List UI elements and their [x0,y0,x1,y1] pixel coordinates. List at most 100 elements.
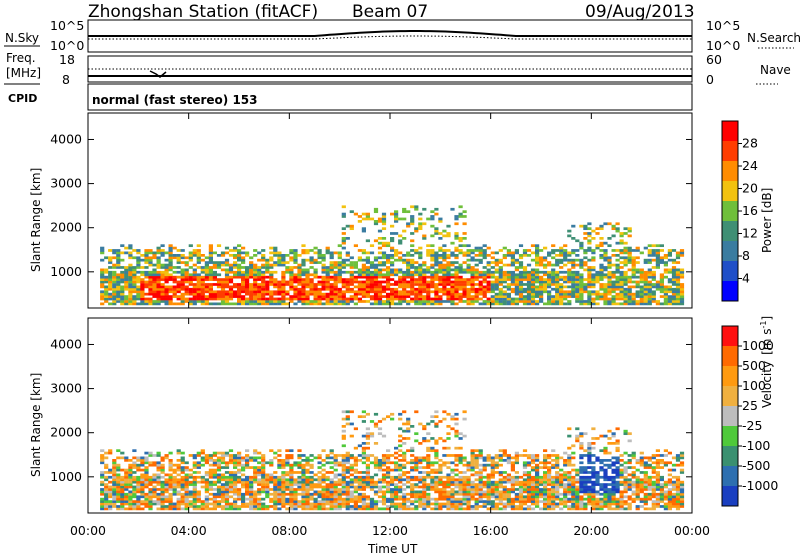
range-gate-cell [482,249,487,252]
range-gate-cell [446,256,451,260]
range-gate-cell [398,449,403,453]
range-gate-cell [671,300,677,303]
range-gate-cell [164,266,169,269]
range-gate-cell [599,273,604,277]
range-gate-cell [345,471,350,474]
range-gate-cell [470,283,475,286]
range-gate-cell [176,466,181,469]
range-gate-cell [261,263,266,267]
range-gate-cell [301,485,306,489]
range-gate-cell [381,215,387,218]
range-gate-cell [253,497,258,501]
range-gate-cell [301,475,306,479]
range-gate-cell [390,488,395,491]
range-gate-cell [478,490,483,494]
range-gate-cell [196,461,201,465]
range-gate-cell [160,459,165,462]
range-gate-cell [494,280,499,284]
range-gate-cell [583,492,588,496]
range-gate-cell [257,270,262,274]
range-gate-cell [543,256,548,260]
range-gate-cell [373,466,379,469]
range-gate-cell [233,254,238,257]
range-gate-cell [228,485,234,489]
range-gate-cell [349,480,354,484]
range-gate-cell [526,302,532,306]
range-gate-cell [522,473,528,477]
range-gate-cell [671,302,677,306]
range-gate-cell [390,490,395,494]
range-gate-cell [547,475,552,479]
range-gate-cell [333,454,338,457]
range-gate-cell [539,283,544,286]
range-gate-cell [301,285,306,289]
range-gate-cell [204,507,209,511]
range-gate-cell [341,292,346,296]
range-gate-cell [462,417,467,421]
range-gate-cell [543,280,548,284]
range-gate-cell [377,290,383,294]
range-gate-cell [265,490,270,494]
range-gate-cell [136,500,141,503]
range-gate-cell [603,249,608,252]
freq-tick-bottom: 8 [62,72,70,87]
range-gate-cell [474,478,479,482]
range-gate-cell [184,461,189,465]
range-gate-cell [305,468,310,472]
range-gate-cell [458,480,463,484]
range-gate-cell [377,300,383,303]
range-gate-cell [305,456,310,460]
range-gate-cell [196,495,201,499]
range-gate-cell [426,268,431,272]
range-gate-cell [438,283,443,286]
range-gate-cell [522,275,528,279]
range-gate-cell [619,273,624,277]
range-gate-cell [188,244,193,248]
range-gate-cell [313,478,318,482]
range-gate-cell [220,497,226,501]
range-gate-cell [398,507,403,511]
range-gate-cell [249,273,254,277]
range-gate-cell [414,475,419,479]
range-gate-cell [112,490,117,494]
range-gate-cell [398,241,403,245]
range-gate-cell [361,270,366,274]
range-gate-cell [253,300,258,303]
range-gate-cell [120,273,125,277]
range-gate-cell [543,466,548,469]
range-gate-cell [667,268,672,272]
range-gate-cell [204,459,209,462]
range-gate-cell [365,473,370,477]
range-gate-cell [321,275,326,279]
range-gate-cell [289,251,294,255]
range-gate-cell [361,478,366,482]
range-gate-cell [663,290,668,294]
range-gate-cell [430,471,435,474]
range-gate-cell [148,492,153,496]
range-gate-cell [341,241,346,245]
range-gate-cell [591,500,596,503]
range-gate-cell [494,490,499,494]
range-gate-cell [474,449,479,453]
range-gate-cell [369,217,375,221]
range-gate-cell [297,273,302,277]
range-gate-cell [180,254,185,257]
range-gate-cell [478,471,483,474]
range-gate-cell [313,500,318,503]
range-gate-cell [470,463,475,467]
range-gate-cell [112,290,117,294]
range-gate-cell [555,249,560,252]
range-gate-cell [490,466,495,469]
range-gate-cell [394,254,399,257]
range-gate-cell [233,490,238,494]
range-gate-cell [526,283,532,286]
range-gate-cell [152,463,157,467]
range-gate-cell [510,507,515,511]
range-gate-cell [543,492,548,496]
range-gate-cell [526,290,532,294]
range-gate-cell [575,434,580,438]
range-gate-cell [410,459,415,462]
range-gate-cell [434,275,439,279]
range-gate-cell [112,280,117,284]
range-gate-cell [482,468,487,472]
